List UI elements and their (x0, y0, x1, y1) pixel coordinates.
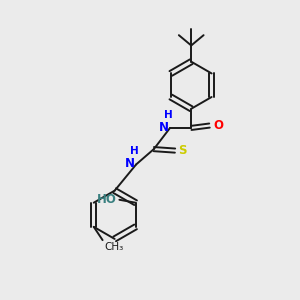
Text: O: O (213, 119, 223, 132)
Text: H: H (164, 110, 173, 120)
Text: H: H (130, 146, 139, 156)
Text: N: N (159, 121, 169, 134)
Text: HO: HO (97, 193, 117, 206)
Text: N: N (125, 157, 135, 170)
Text: S: S (178, 144, 187, 157)
Text: CH₃: CH₃ (104, 242, 123, 253)
